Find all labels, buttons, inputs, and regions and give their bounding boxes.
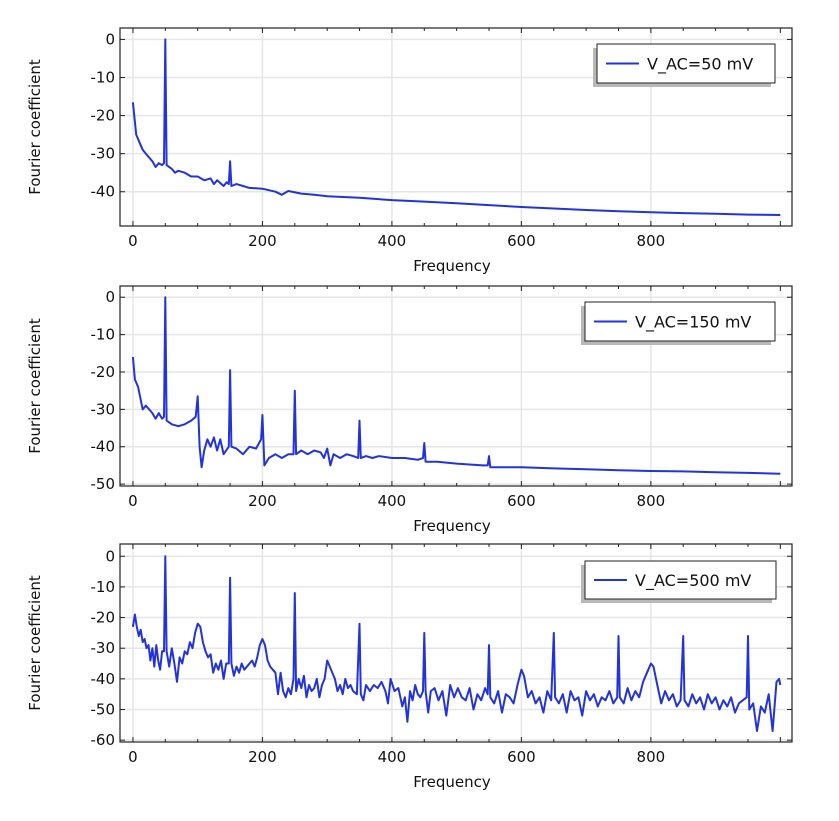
- y-axis-label: Fourier coefficient: [26, 318, 44, 454]
- y-tick-label: -40: [91, 438, 116, 456]
- x-axis-label: Frequency: [413, 257, 491, 275]
- x-axis-label: Frequency: [413, 773, 491, 791]
- series-line: [131, 38, 781, 216]
- x-tick-label: 200: [248, 492, 277, 510]
- y-tick-label: -10: [91, 578, 116, 596]
- y-tick-label: 0: [105, 288, 115, 306]
- x-tick-label: 0: [128, 232, 138, 250]
- x-tick-label: 0: [128, 492, 138, 510]
- y-tick-label: -10: [91, 326, 116, 344]
- y-tick-label: -50: [91, 701, 116, 719]
- x-tick-label: 800: [637, 492, 666, 510]
- x-tick-label: 200: [248, 232, 277, 250]
- plot-frame: [119, 27, 793, 227]
- x-tick-label: 800: [637, 232, 666, 250]
- y-tick-label: -40: [91, 670, 116, 688]
- plot-frame: [119, 543, 793, 743]
- series-line: [131, 555, 782, 732]
- chart-panel-1: 0 -10 -20 -30 -40 0 200 400 600 800 Frequency Fouri…: [26, 27, 793, 275]
- x-tick-label: 0: [128, 748, 138, 766]
- y-tick-label: -50: [91, 475, 116, 493]
- y-tick-label: -20: [91, 363, 116, 381]
- y-axis-label: Fourier coefficient: [26, 59, 44, 195]
- chart-panel-3: 0 -10 -20 -30 -40 -50 -60 0 200 400 600 800 Frequenc…: [26, 543, 793, 791]
- y-tick-label: -40: [91, 183, 116, 201]
- chart-panel-2: 0 -10 -20 -30 -40 -50 0 200 400 600 800 Frequency Fo…: [26, 285, 793, 535]
- x-tick-label: 600: [507, 492, 536, 510]
- x-tick-label: 400: [378, 492, 407, 510]
- x-tick-label: 600: [507, 748, 536, 766]
- y-axis-label: Fourier coefficient: [26, 575, 44, 711]
- legend-label: V_AC=50 mV: [647, 55, 753, 75]
- y-tick-label: 0: [105, 30, 115, 48]
- x-tick-label: 400: [378, 232, 407, 250]
- y-tick-label: -60: [91, 731, 116, 749]
- x-tick-label: 200: [248, 748, 277, 766]
- x-tick-label: 400: [378, 748, 407, 766]
- x-axis-label: Frequency: [413, 517, 491, 535]
- x-tick-label: 800: [637, 748, 666, 766]
- y-tick-label: 0: [105, 547, 115, 565]
- y-tick-label: -30: [91, 639, 116, 657]
- legend-label: V_AC=150 mV: [635, 313, 751, 333]
- y-tick-label: -20: [91, 107, 116, 125]
- y-tick-label: -20: [91, 609, 116, 627]
- y-tick-label: -30: [91, 145, 116, 163]
- y-tick-label: -30: [91, 400, 116, 418]
- legend-label: V_AC=500 mV: [635, 571, 751, 591]
- y-tick-label: -10: [91, 69, 116, 87]
- x-tick-label: 600: [507, 232, 536, 250]
- plot-frame: [119, 285, 793, 487]
- series-line: [131, 296, 781, 475]
